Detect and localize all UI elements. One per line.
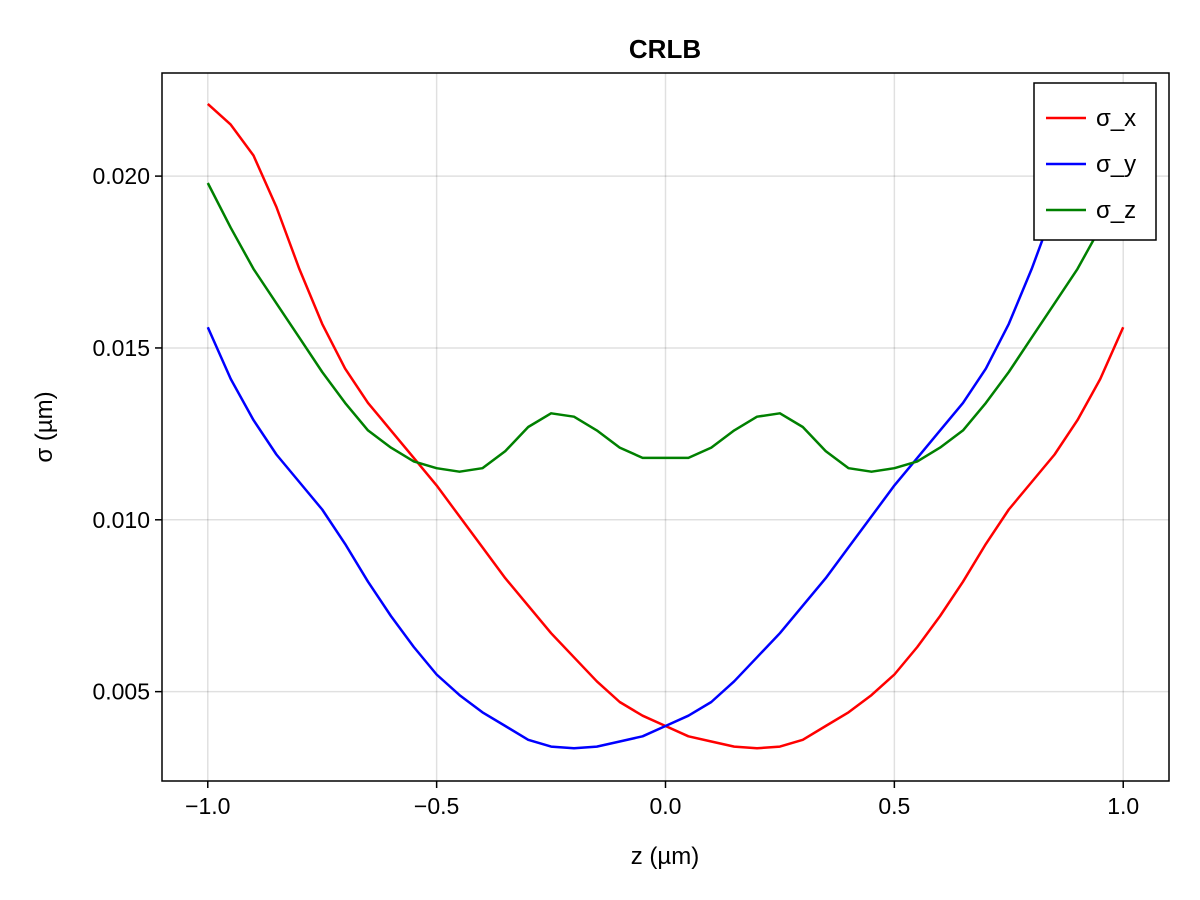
y-tick-label: 0.020	[92, 163, 150, 189]
y-tick-label: 0.015	[92, 335, 150, 361]
y-tick-label: 0.010	[92, 507, 150, 533]
x-tick-label: −1.0	[185, 793, 230, 819]
x-tick-label: −0.5	[414, 793, 459, 819]
legend-label: σ_x	[1096, 105, 1136, 132]
series-line-sigma-y	[206, 102, 1125, 750]
y-axis-label: σ (µm)	[31, 391, 58, 462]
x-tick-label: 0.0	[650, 793, 682, 819]
legend-label: σ_z	[1096, 197, 1136, 224]
legend-label: σ_y	[1096, 151, 1136, 178]
x-tick-label: 1.0	[1107, 793, 1139, 819]
x-axis-label: z (µm)	[631, 843, 699, 870]
chart-title: CRLB	[629, 34, 701, 64]
x-tick-label: 0.5	[878, 793, 910, 819]
legend-box	[1033, 82, 1157, 241]
y-tick-label: 0.005	[92, 679, 150, 705]
legend: σ_x σ_y σ_z	[1033, 82, 1157, 241]
grid-lines	[162, 73, 1169, 781]
axis-ticks: −1.0 −0.5 0.0 0.5 1.0 0.005 0.010 0.015 0.020	[92, 163, 1139, 819]
series-lines	[206, 102, 1125, 750]
series-line-sigma-z	[206, 182, 1125, 473]
